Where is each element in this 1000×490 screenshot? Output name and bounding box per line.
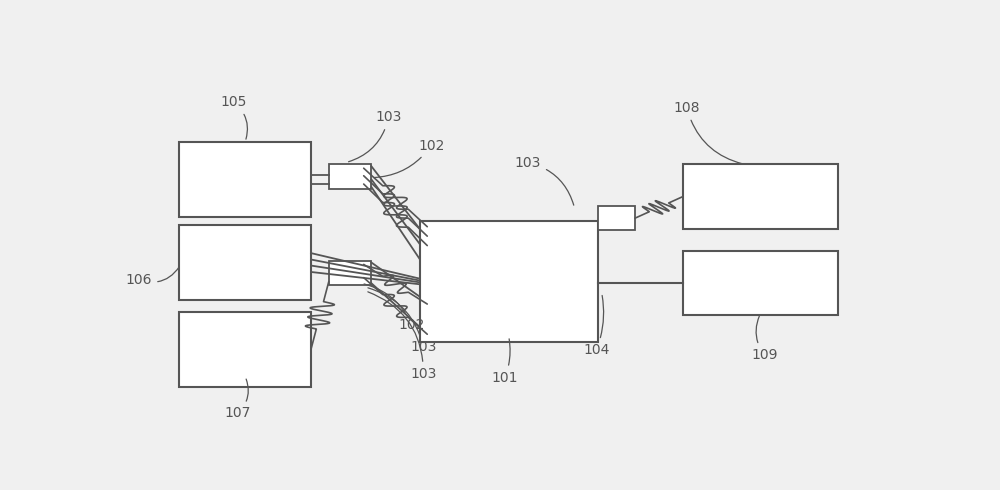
Text: 103: 103 xyxy=(349,110,402,162)
Text: 106: 106 xyxy=(126,267,179,287)
Bar xyxy=(179,142,311,217)
Bar xyxy=(329,261,371,285)
Text: 102: 102 xyxy=(364,284,425,332)
Text: 103: 103 xyxy=(515,155,574,205)
Text: 101: 101 xyxy=(492,339,518,385)
Text: 107: 107 xyxy=(224,379,251,420)
Bar xyxy=(179,312,311,387)
Text: 104: 104 xyxy=(583,295,609,357)
Text: 103: 103 xyxy=(368,288,437,354)
Bar xyxy=(329,165,371,189)
Bar xyxy=(598,206,635,230)
Bar xyxy=(179,225,311,300)
Bar xyxy=(420,221,598,342)
Text: 103: 103 xyxy=(368,292,437,381)
Bar xyxy=(683,251,838,316)
Bar xyxy=(683,165,838,228)
Text: 102: 102 xyxy=(374,139,444,177)
Text: 105: 105 xyxy=(220,95,247,139)
Text: 109: 109 xyxy=(751,316,778,362)
Text: 108: 108 xyxy=(674,101,742,164)
